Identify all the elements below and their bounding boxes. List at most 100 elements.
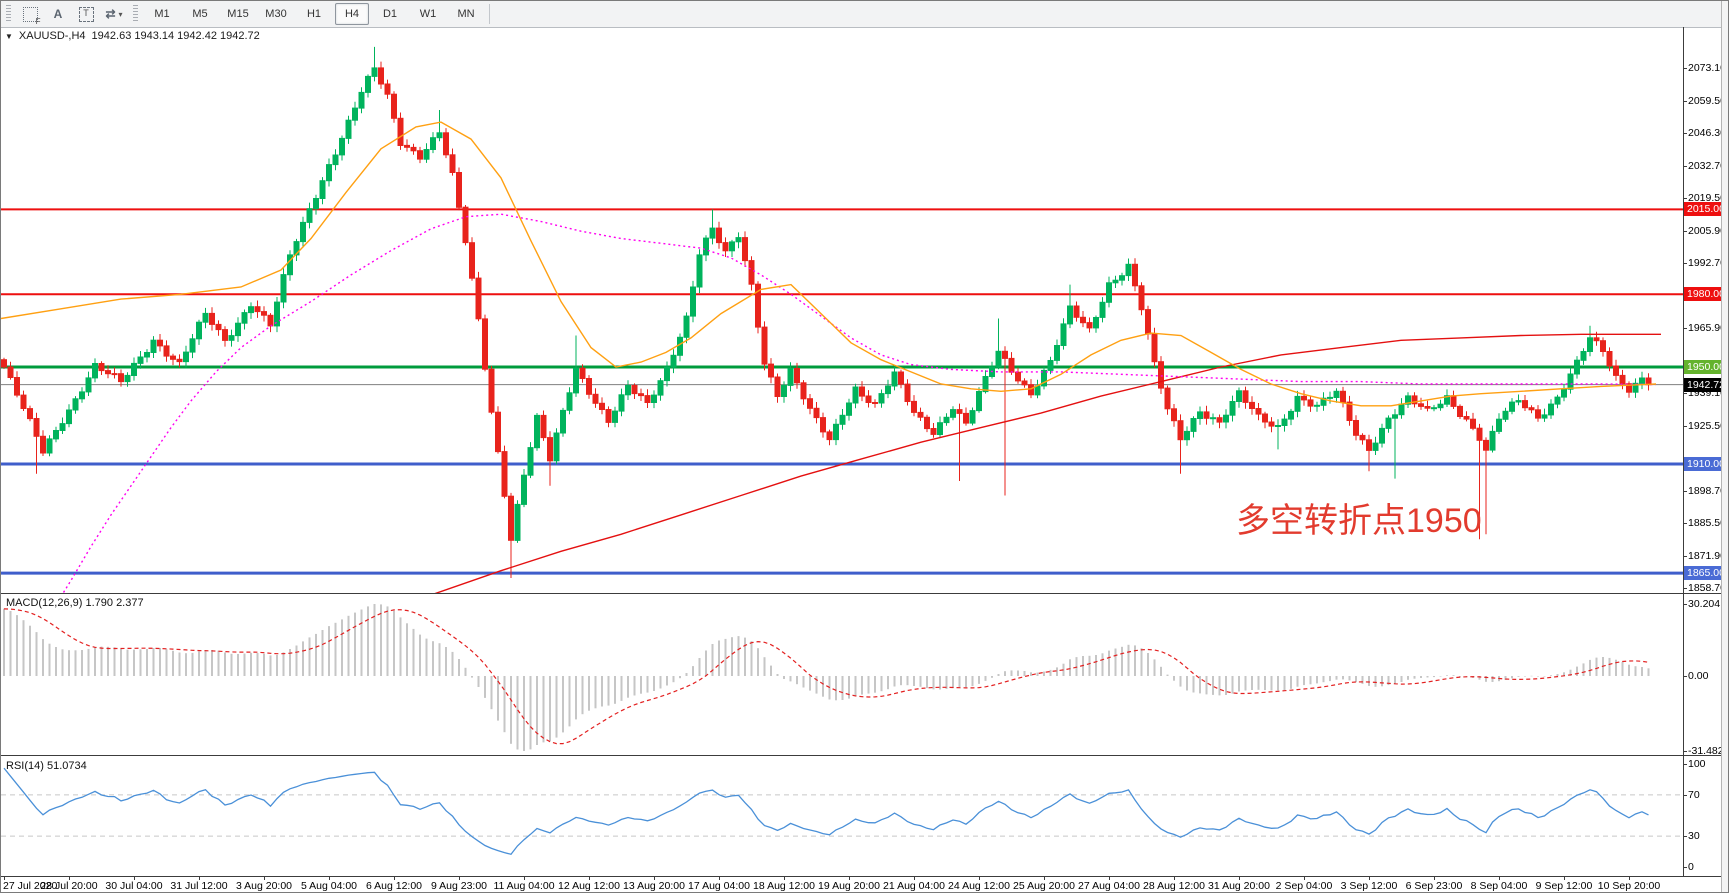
time-tick: [1369, 877, 1370, 880]
time-label: 27 Aug 04:00: [1078, 880, 1140, 892]
time-tick: [589, 877, 590, 880]
t-glyph: T: [78, 6, 94, 22]
toolbar-separator: [489, 4, 490, 24]
time-tick: [199, 877, 200, 880]
time-tick: [1304, 877, 1305, 880]
grid-f-icon[interactable]: F: [18, 4, 42, 26]
timeframe-button-group: M1 M5 M15 M30 H1 H4 D1 W1 MN: [143, 3, 485, 25]
time-tick: [979, 877, 980, 880]
time-label: 18 Aug 12:00: [753, 880, 815, 892]
macd-tick: [1683, 751, 1687, 753]
toolbar-drag-handle[interactable]: [133, 5, 138, 23]
timeframe-button-m15[interactable]: M15: [227, 8, 249, 20]
time-tick: [914, 877, 915, 880]
time-tick: [849, 877, 850, 880]
price-tick-label: 2073.10: [1688, 62, 1726, 75]
rsi-indicator-chart[interactable]: [1, 756, 1683, 874]
rsi-tick: [1683, 867, 1687, 868]
price-tick: [1683, 133, 1687, 135]
textbox-icon[interactable]: T: [74, 4, 98, 24]
macd-indicator-chart[interactable]: [1, 594, 1683, 756]
price-tick-label: 1992.70: [1688, 257, 1726, 270]
toolbar-drag-handle[interactable]: [6, 5, 11, 23]
macd-tick-label: 0.00: [1688, 670, 1709, 682]
level-badge-1950.00: 1950.00: [1684, 360, 1728, 374]
time-label: 19 Aug 20:00: [818, 880, 880, 892]
time-tick: [1434, 877, 1435, 880]
toolbar-icon-group: F A T ⇄ ▾: [16, 4, 128, 26]
time-tick: [524, 877, 525, 880]
time-label: 6 Sep 23:00: [1405, 880, 1463, 892]
price-tick: [1683, 198, 1687, 200]
timeframe-button-m5[interactable]: M5: [192, 8, 208, 20]
time-axis[interactable]: 27 Jul 2020 28 Jul 20:00 30 Jul 04:00 31 Ju…: [1, 876, 1728, 892]
ma-magenta-dotted: [62, 213, 1657, 593]
rsi-line: [3, 767, 1649, 856]
time-label: 8 Sep 04:00: [1470, 880, 1528, 892]
price-tick-label: 2046.30: [1688, 127, 1726, 140]
timeframe-button-h4[interactable]: H4: [335, 3, 369, 25]
font-icon[interactable]: A: [46, 4, 70, 24]
price-tick: [1683, 556, 1687, 558]
main-price-chart[interactable]: [1, 27, 1683, 593]
level-badge-2015.00: 2015.00: [1684, 202, 1728, 217]
price-tick: [1683, 426, 1687, 428]
price-tick: [1683, 166, 1687, 168]
price-tick: [1683, 231, 1687, 233]
arrange-arrows-icon-glyph: ⇄: [105, 7, 116, 21]
time-label: 13 Aug 20:00: [623, 880, 685, 892]
macd-signal-line: [3, 608, 1649, 745]
rsi-tick-label: 30: [1688, 830, 1700, 843]
dropdown-caret-icon: ▾: [118, 9, 123, 19]
price-tick: [1683, 393, 1687, 395]
rsi-tick-label: 100: [1688, 758, 1706, 770]
time-label: 27 Jul 2020: [3, 880, 58, 892]
time-tick: [1564, 877, 1565, 880]
time-label: 12 Aug 12:00: [558, 880, 620, 892]
price-axis-border: [1683, 27, 1684, 876]
price-tick-label: 1871.90: [1688, 550, 1726, 563]
price-tick: [1683, 263, 1687, 265]
time-tick: [4, 877, 5, 880]
timeframe-button-mn[interactable]: MN: [457, 8, 475, 20]
price-tick: [1683, 491, 1687, 493]
time-label: 28 Jul 20:00: [40, 880, 98, 892]
time-tick: [459, 877, 460, 880]
time-label: 25 Aug 20:00: [1013, 880, 1075, 892]
time-label: 9 Sep 12:00: [1535, 880, 1593, 892]
t-letter: T: [83, 7, 89, 18]
time-tick: [784, 877, 785, 880]
time-tick: [1109, 877, 1110, 880]
right-scroll-strip[interactable]: [1721, 1, 1728, 892]
pane-separator[interactable]: [1, 593, 1728, 594]
rsi-label: RSI(14) 51.0734: [6, 760, 87, 772]
time-tick: [394, 877, 395, 880]
price-tick-label: 1965.90: [1688, 322, 1726, 335]
timeframe-button-h1[interactable]: H1: [306, 8, 322, 20]
rsi-tick: [1683, 836, 1687, 838]
arrange-arrows-icon[interactable]: ⇄ ▾: [102, 4, 126, 24]
time-label: 10 Sep 20:00: [1597, 880, 1661, 892]
time-label: 31 Jul 12:00: [170, 880, 228, 892]
timeframe-button-m30[interactable]: M30: [265, 8, 287, 20]
timeframe-button-w1[interactable]: W1: [419, 8, 437, 20]
pane-separator[interactable]: [1, 755, 1728, 756]
grid-glyph: F: [22, 6, 41, 26]
time-label: 5 Aug 04:00: [300, 880, 358, 892]
macd-tick: [1683, 676, 1687, 677]
time-tick: [654, 877, 655, 880]
ma-red-long: [434, 333, 1661, 593]
time-label: 3 Aug 20:00: [235, 880, 293, 892]
level-badge-1980.00: 1980.00: [1684, 287, 1728, 302]
timeframe-button-d1[interactable]: D1: [382, 8, 398, 20]
price-tick-label: 1858.70: [1688, 582, 1726, 595]
macd-tick: [1683, 603, 1687, 605]
timeframe-button-m1[interactable]: M1: [154, 8, 170, 20]
time-label: 3 Sep 12:00: [1340, 880, 1398, 892]
chart-dropdown-icon[interactable]: ▼: [5, 31, 13, 41]
chart-text-annotation: 多空转折点1950: [1236, 502, 1482, 540]
time-tick: [1239, 877, 1240, 880]
time-tick: [329, 877, 330, 880]
price-tick: [1683, 523, 1687, 525]
